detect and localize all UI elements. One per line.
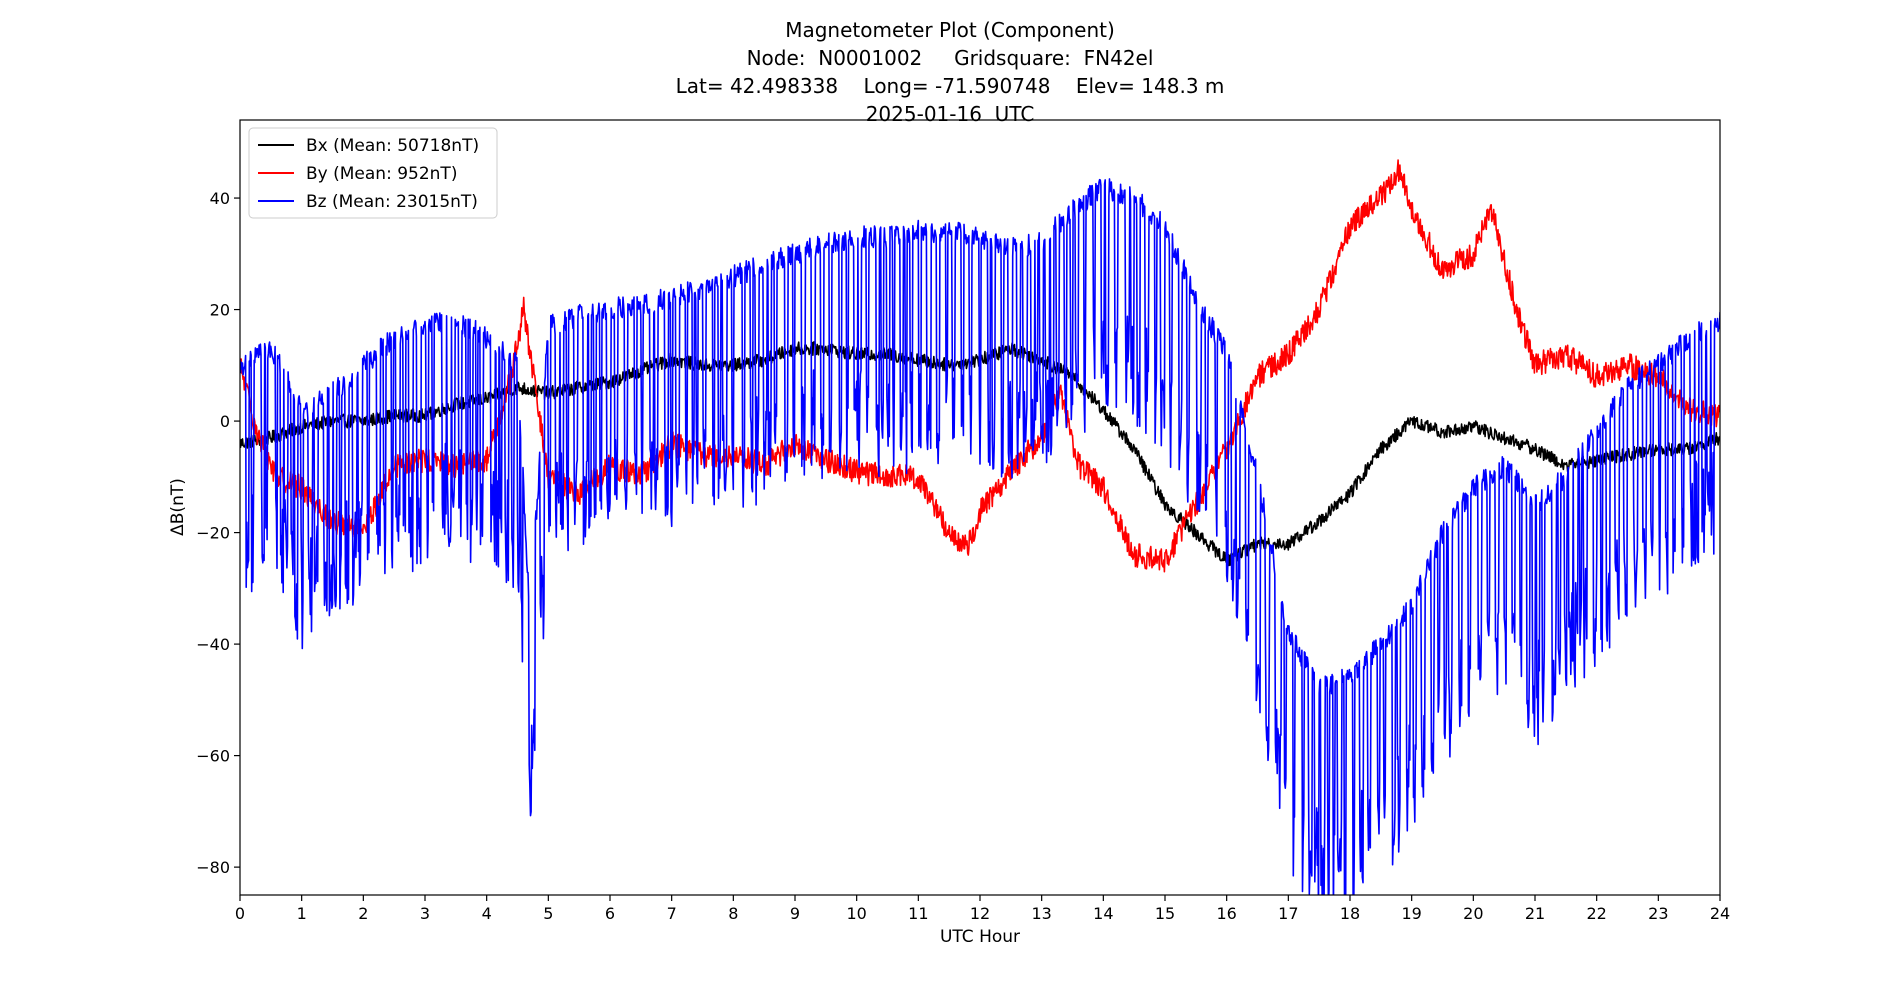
x-tick-label: 24 [1710,904,1730,923]
x-tick-label: 9 [790,904,800,923]
y-tick-label: 40 [210,189,230,208]
y-tick-label: −20 [196,524,230,543]
x-tick-label: 12 [970,904,990,923]
x-tick-label: 3 [420,904,430,923]
x-tick-label: 17 [1278,904,1298,923]
chart-title-line-4: 2025-01-16 UTC [865,102,1035,126]
y-tick-label: 0 [220,412,230,431]
y-tick-label: 20 [210,301,230,320]
x-axis: 0 1 2 3 4 5 6 7 8 9 10 11 12 13 14 15 16 17 18 19 20 21 22 23 24 [235,895,1730,923]
x-tick-label: 13 [1031,904,1051,923]
x-tick-label: 4 [482,904,492,923]
y-tick-label: −40 [196,635,230,654]
legend-box [248,127,498,219]
legend-label-bx: Bx (Mean: 50718nT) [306,136,479,156]
x-tick-label: 21 [1525,904,1545,923]
x-tick-label: 8 [728,904,738,923]
series-line-bz [240,178,1720,895]
y-axis-label: ΔB(nT) [168,478,188,536]
x-tick-label: 22 [1586,904,1606,923]
x-tick-label: 14 [1093,904,1113,923]
x-tick-label: 20 [1463,904,1483,923]
series-layer [240,159,1720,895]
chart-title-line-1: Magnetometer Plot (Component) [785,18,1115,42]
x-tick-label: 18 [1340,904,1360,923]
x-tick-label: 5 [543,904,553,923]
x-tick-label: 11 [908,904,928,923]
chart-title-line-3: Lat= 42.498338 Long= -71.590748 Elev= 14… [675,74,1225,98]
chart-title-line-2: Node: N0001002 Gridsquare: FN42el [746,46,1154,70]
x-tick-label: 23 [1648,904,1668,923]
x-tick-label: 7 [667,904,677,923]
legend-label-by: By (Mean: 952nT) [306,164,457,184]
legend-label-bz: Bz (Mean: 23015nT) [306,192,478,212]
x-tick-label: 19 [1401,904,1421,923]
legend: Bx (Mean: 50718nT) By (Mean: 952nT) Bz (Me… [248,127,498,219]
x-tick-label: 6 [605,904,615,923]
x-tick-label: 2 [358,904,368,923]
x-tick-label: 10 [846,904,866,923]
x-tick-label: 1 [297,904,307,923]
x-tick-label: 0 [235,904,245,923]
x-tick-label: 16 [1216,904,1236,923]
y-axis: −80 −60 −40 −20 0 20 40 [196,189,240,877]
y-tick-label: −80 [196,858,230,877]
y-tick-label: −60 [196,747,230,766]
x-tick-label: 15 [1155,904,1175,923]
series-line-by [240,159,1720,573]
x-axis-label: UTC Hour [940,927,1020,947]
